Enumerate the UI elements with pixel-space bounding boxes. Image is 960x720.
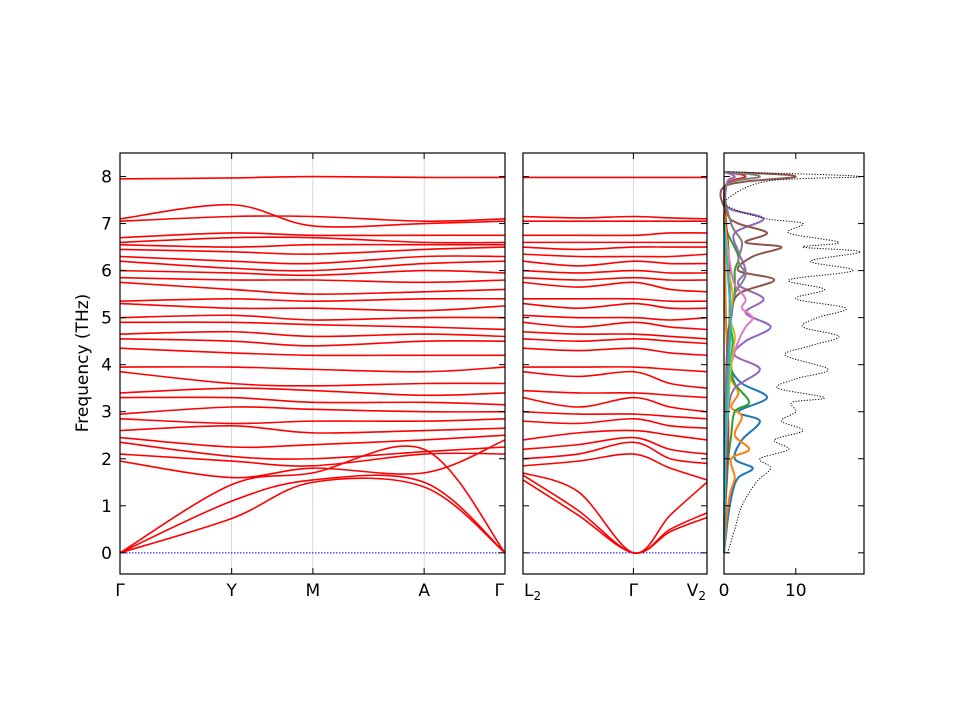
phonon-band	[522, 281, 708, 293]
phonon-band	[119, 452, 506, 467]
phonon-band	[119, 387, 506, 397]
phonon-band	[522, 330, 708, 340]
phonon-band	[522, 441, 708, 465]
phonon-band	[522, 410, 708, 420]
phonon-band	[522, 396, 708, 413]
phonon-band	[522, 453, 708, 481]
band-structure-panel-2: L2 Γ V2	[522, 152, 708, 603]
phonon-band	[522, 436, 708, 455]
phonon-band	[119, 441, 506, 460]
phonon-band	[119, 434, 506, 449]
phonon-band	[522, 321, 708, 331]
x-tick-label: Γ	[495, 581, 505, 601]
phonon-band	[119, 232, 505, 239]
phonon-band	[119, 276, 506, 284]
x-tick-label: Y	[225, 581, 237, 601]
y-tick-label: 8	[101, 168, 112, 188]
phonon-band	[522, 260, 708, 267]
phonon-band	[522, 472, 708, 554]
y-axis-label: Frequency (THz)	[73, 294, 93, 433]
x-tick-label: A	[418, 581, 430, 601]
y-tick-label: 7	[101, 215, 112, 235]
phonon-band	[523, 297, 708, 303]
phonon-band	[119, 243, 505, 248]
phonon-band	[522, 366, 708, 373]
phonon-band	[522, 474, 708, 554]
phonon-band	[522, 269, 708, 274]
phonon-band	[119, 281, 506, 295]
axes-frame	[723, 152, 865, 575]
x-tick-label: Γ	[629, 581, 639, 601]
phonon-band	[119, 255, 506, 265]
phonon-band	[522, 337, 708, 345]
phonon-band	[523, 231, 708, 237]
phonon-band	[522, 246, 707, 251]
total-dos-line	[723, 171, 861, 553]
phonon-band	[119, 477, 506, 554]
x-tick-label: 10	[785, 581, 807, 601]
y-tick-label: 3	[101, 403, 112, 423]
phonon-band	[119, 269, 506, 277]
phonon-band	[522, 253, 708, 258]
phonon-band	[119, 215, 506, 223]
phonon-band	[119, 175, 506, 180]
phonon-band	[522, 370, 708, 389]
phonon-band	[119, 297, 506, 302]
phonon-band	[522, 389, 708, 399]
phonon-band	[119, 236, 506, 244]
y-tick-label: 5	[101, 309, 112, 329]
phonon-band	[119, 203, 506, 228]
y-tick-label: 6	[101, 262, 112, 282]
phonon-band	[119, 314, 506, 321]
phonon-band	[119, 330, 506, 338]
y-tick-label: 1	[101, 497, 112, 517]
phonon-band	[119, 246, 506, 255]
phonon-band	[119, 474, 506, 554]
phonon-band	[119, 260, 506, 272]
phonon-band	[522, 276, 708, 281]
phonon-band	[119, 396, 506, 406]
phonon-band	[119, 417, 506, 425]
y-tick-label: 2	[101, 450, 112, 470]
phonon-band	[522, 429, 708, 441]
phonon-band	[119, 445, 506, 554]
x-tick-label: V2	[687, 581, 706, 603]
phonon-band	[522, 215, 708, 220]
axes-frame	[119, 152, 506, 575]
phonon-band	[522, 417, 708, 429]
phonon-band	[522, 302, 708, 310]
phonon-band	[119, 425, 506, 434]
phonon-band	[119, 302, 506, 312]
partial-dos-line	[719, 170, 797, 553]
phonon-band	[522, 347, 708, 357]
y-tick-label: 0	[101, 544, 112, 564]
y-tick-label: 4	[101, 356, 112, 376]
x-tick-label: M	[306, 581, 321, 601]
x-tick-label: 0	[719, 581, 730, 601]
phonon-band	[119, 406, 506, 415]
phonon-band	[119, 366, 506, 373]
x-tick-label: L2	[524, 581, 541, 603]
density-of-states-panel: 0 10	[719, 152, 865, 601]
x-tick-label: Γ	[115, 581, 125, 601]
phonon-band	[119, 370, 506, 387]
phonon-band	[119, 321, 506, 331]
axes-frame	[522, 152, 708, 575]
phonon-band	[119, 347, 505, 357]
partial-dos-line	[723, 170, 761, 553]
phonon-band	[119, 439, 506, 479]
phonon-band	[522, 314, 708, 321]
partial-dos-line	[723, 214, 751, 553]
phonon-band	[119, 338, 506, 347]
